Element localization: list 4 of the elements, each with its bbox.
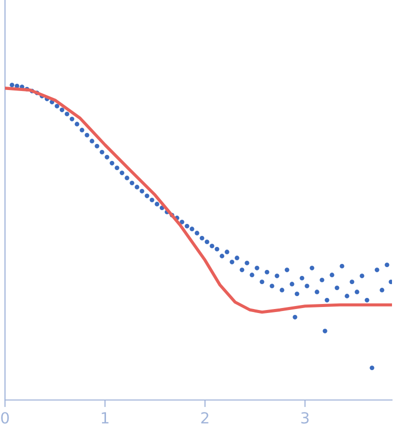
x-tick-label: 1 [102, 412, 108, 424]
x-tick-label: 2 [201, 412, 208, 424]
x-tick-label: 3 [301, 412, 309, 424]
x-tick-label: 0 [1, 412, 9, 424]
